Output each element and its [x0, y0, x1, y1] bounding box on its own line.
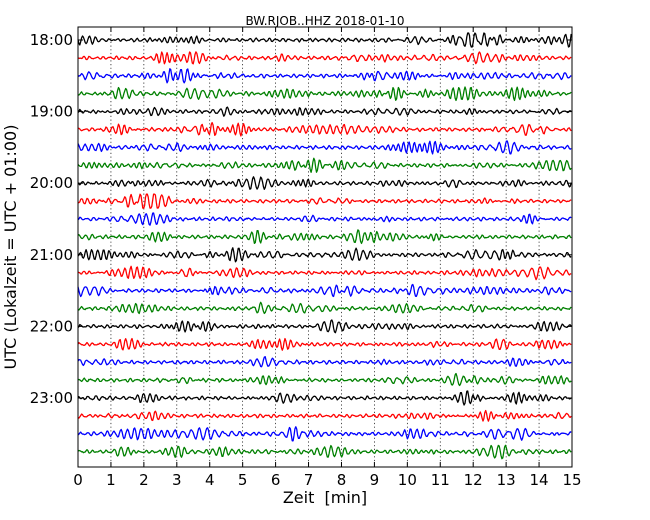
seismogram-trace [77, 212, 572, 226]
seismogram-trace [77, 426, 572, 442]
seismogram-trace [77, 319, 572, 334]
x-tick-label: 11 [431, 471, 450, 489]
x-axis-label: Zeit [min] [283, 488, 367, 507]
y-tick-label: 22:00 [30, 317, 73, 335]
x-tick-label: 10 [398, 471, 417, 489]
seismogram-trace [77, 140, 572, 155]
seismogram-trace [77, 32, 572, 48]
plot-frame [77, 26, 573, 468]
seismogram-trace [77, 176, 572, 190]
seismogram-trace [77, 390, 572, 406]
x-tick-label: 14 [530, 471, 549, 489]
x-axis-ticks: 0 1 2 3 4 5 6 7 8 9 10 11 12 13 14 15 [73, 27, 582, 489]
seismogram-trace [77, 356, 572, 368]
x-tick-label: 2 [139, 471, 149, 489]
seismogram-trace [77, 229, 572, 245]
seismogram-trace [77, 106, 572, 117]
y-tick-label: 19:00 [30, 103, 73, 121]
seismogram-trace [77, 283, 572, 298]
x-tick-label: 15 [562, 471, 581, 489]
x-tick-label: 4 [205, 471, 215, 489]
y-tick-label: 18:00 [30, 31, 73, 49]
seismogram-trace [77, 444, 572, 460]
x-tick-label: 6 [271, 471, 281, 489]
x-tick-label: 9 [370, 471, 380, 489]
x-tick-label: 0 [73, 471, 83, 489]
x-tick-label: 5 [238, 471, 248, 489]
seismogram-trace [77, 121, 572, 137]
seismogram-trace [77, 51, 572, 65]
x-tick-label: 8 [337, 471, 347, 489]
seismogram-trace [77, 265, 572, 281]
chart-title: BW.RJOB..HHZ 2018-01-10 [245, 14, 404, 28]
y-tick-label: 21:00 [30, 246, 73, 264]
y-axis-ticks: 18:00 19:00 20:00 21:00 22:00 23:00 [30, 31, 572, 407]
seismogram-trace [77, 86, 572, 102]
y-tick-label: 23:00 [30, 389, 73, 407]
x-tick-label: 13 [497, 471, 516, 489]
seismogram-trace [77, 157, 572, 173]
seismogram-trace [77, 247, 572, 263]
y-tick-label: 20:00 [30, 174, 73, 192]
seismogram-traces [77, 32, 572, 460]
seismogram-trace [77, 301, 572, 315]
y-axis-label: UTC (Lokalzeit = UTC + 01:00) [1, 125, 20, 370]
x-tick-label: 3 [172, 471, 182, 489]
x-tick-label: 12 [464, 471, 483, 489]
seismogram-trace [77, 68, 572, 84]
x-tick-label: 7 [304, 471, 314, 489]
x-tick-label: 1 [106, 471, 116, 489]
vertical-gridlines [110, 27, 540, 467]
seismogram-trace [77, 193, 572, 209]
seismogram-trace [77, 337, 572, 351]
seismogram-trace [77, 409, 572, 422]
seismogram-trace [77, 372, 572, 387]
